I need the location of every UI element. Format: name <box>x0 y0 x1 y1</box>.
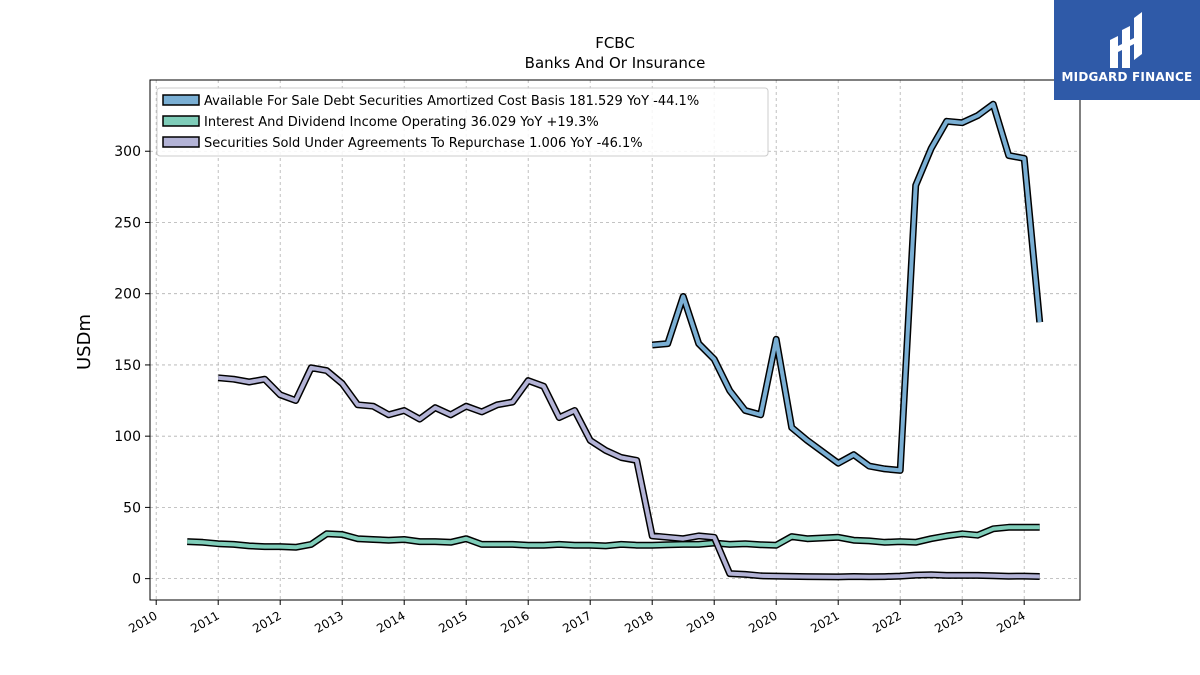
y-tick-label: 150 <box>114 358 141 374</box>
x-tick-label: 2010 <box>126 608 159 635</box>
series-line-2 <box>218 365 1040 579</box>
x-tick-label: 2018 <box>622 608 655 635</box>
legend-label-0: Available For Sale Debt Securities Amort… <box>204 94 699 109</box>
logo-icon <box>1110 12 1142 68</box>
legend-label-2: Securities Sold Under Agreements To Repu… <box>204 136 643 151</box>
x-tick-label: 2013 <box>312 608 345 635</box>
logo: MIDGARD FINANCE <box>1054 0 1200 100</box>
x-tick-label: 2019 <box>684 608 717 635</box>
legend-swatch-1 <box>162 115 200 127</box>
y-tick-label: 50 <box>123 500 141 516</box>
y-tick-label: 300 <box>114 144 141 160</box>
series-outline-0 <box>651 100 1044 474</box>
x-tick-label: 2024 <box>994 608 1027 635</box>
series-lines <box>187 100 1044 581</box>
chart-title: FCBC <box>595 34 635 52</box>
series-line-0 <box>652 102 1042 473</box>
legend-label-1: Interest And Dividend Income Operating 3… <box>204 115 599 130</box>
x-tick-label: 2017 <box>560 608 593 635</box>
legend: Available For Sale Debt Securities Amort… <box>156 87 769 157</box>
y-axis-label: USDm <box>74 314 95 370</box>
x-tick-label: 2011 <box>188 608 221 635</box>
x-tick-label: 2022 <box>870 608 903 635</box>
x-tick-label: 2021 <box>808 608 841 635</box>
logo-text: MIDGARD FINANCE <box>1061 70 1193 84</box>
y-tick-label: 0 <box>132 572 141 588</box>
x-tick-label: 2020 <box>746 608 779 635</box>
x-tick-label: 2015 <box>436 608 469 635</box>
series-line-1 <box>187 525 1040 550</box>
axes: 0 50 100 150 200 250 300 2010 2011 2012 2013 2014 20… <box>114 79 1081 636</box>
legend-swatch-0 <box>162 94 200 106</box>
x-tick-label: 2014 <box>374 608 407 635</box>
y-tick-label: 200 <box>114 287 141 303</box>
legend-box <box>156 87 769 157</box>
x-tick-label: 2012 <box>250 608 283 635</box>
grid-lines <box>150 80 1080 600</box>
plot-frame <box>149 79 1081 601</box>
chart-subtitle: Banks And Or Insurance <box>525 54 706 72</box>
x-tick-label: 2016 <box>498 608 531 635</box>
y-tick-label: 250 <box>114 215 141 231</box>
y-tick-label: 100 <box>114 429 141 445</box>
x-tick-label: 2023 <box>932 608 965 635</box>
legend-swatch-2 <box>162 136 200 148</box>
